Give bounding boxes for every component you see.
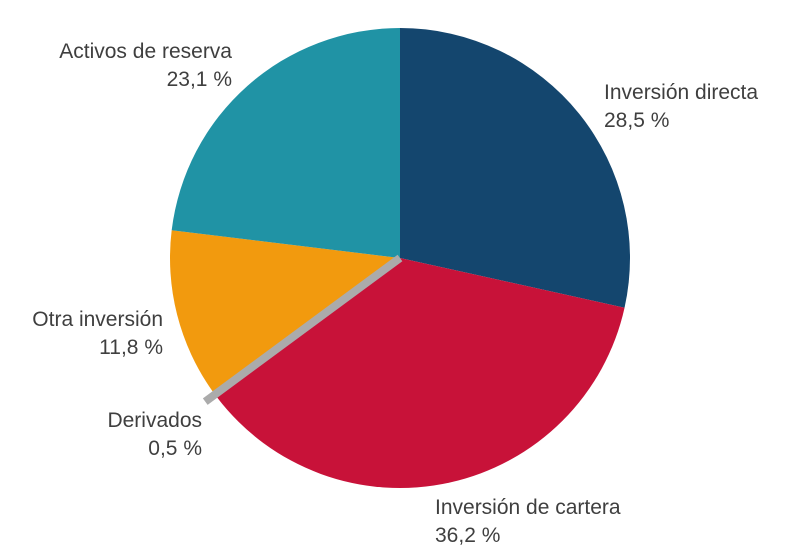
slice-label-value: 28,5 %	[604, 109, 670, 132]
pie-slice-inversion-directa	[400, 28, 630, 308]
slice-label-inversion-de-cartera: Inversión de cartera 36,2 %	[435, 494, 621, 550]
slice-label-value: 36,2 %	[435, 524, 501, 547]
slice-label-name: Inversión directa	[604, 81, 759, 104]
slice-label-name: Derivados	[107, 409, 202, 432]
slice-label-name: Inversión de cartera	[435, 496, 621, 519]
pie-slice-line-derivados	[202, 254, 403, 405]
slice-label-value: 0,5 %	[148, 437, 202, 460]
pie-slice-activos-de-reserva	[171, 28, 400, 258]
slice-label-derivados: Derivados 0,5 %	[107, 407, 202, 463]
slice-label-otra-inversion: Otra inversión 11,8 %	[32, 306, 163, 362]
slice-label-name: Otra inversión	[32, 308, 163, 331]
pie-slice-otra-inversion	[170, 230, 400, 392]
slice-label-name: Activos de reserva	[59, 40, 232, 63]
slice-label-inversion-directa: Inversión directa 28,5 %	[604, 79, 758, 135]
slice-label-activos-de-reserva: Activos de reserva 23,1 %	[59, 38, 232, 94]
pie-slice-inversion-de-cartera	[217, 258, 625, 489]
slice-label-value: 23,1 %	[166, 68, 232, 91]
slice-label-value: 11,8 %	[99, 336, 163, 359]
